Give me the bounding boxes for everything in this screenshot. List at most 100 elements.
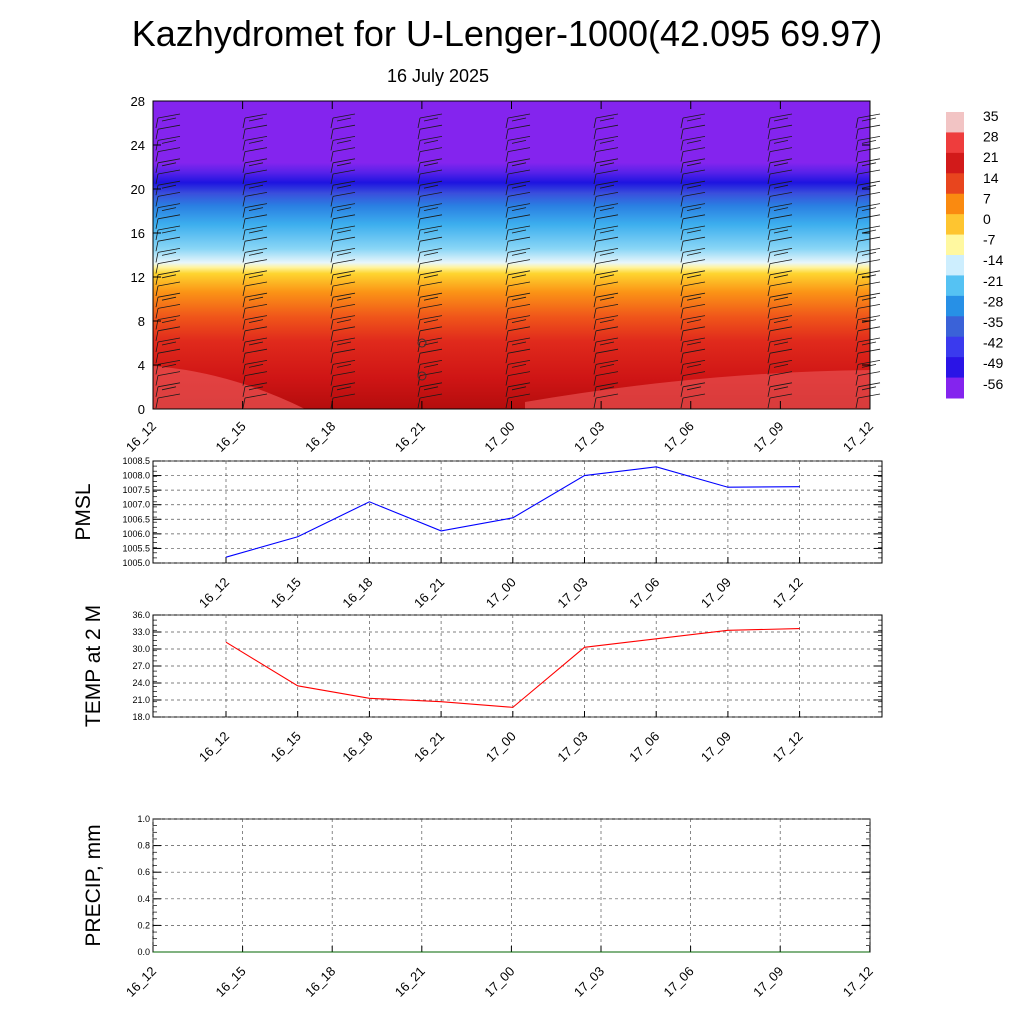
wind-barb-staff — [242, 218, 246, 229]
wind-barb-staff — [767, 252, 771, 263]
wind-barb-staff — [417, 319, 421, 330]
wind-barb-flag — [332, 281, 356, 287]
wind-barb-flag — [419, 136, 443, 141]
wind-barb-flag — [419, 147, 443, 152]
y-tick-label: 27.0 — [132, 661, 150, 671]
wind-barb-flag-short — [423, 296, 439, 301]
wind-barb-staff — [330, 151, 334, 162]
wind-barb-flag — [157, 292, 181, 298]
heatmap-y-tick-label: 16 — [131, 226, 145, 241]
wind-barb-flag — [157, 180, 181, 186]
wind-barb-flag-short — [336, 184, 352, 189]
wind-barb-staff — [242, 162, 246, 173]
x-tick-label: 16_15 — [268, 729, 304, 765]
wind-barb-flag — [157, 136, 181, 141]
colorbar-swatch — [946, 255, 964, 276]
wind-barb-flag — [682, 158, 706, 164]
wind-barb-flag — [244, 304, 268, 309]
wind-barb-staff — [505, 330, 509, 341]
wind-barb-staff — [417, 353, 421, 364]
wind-barb-flag — [682, 292, 706, 298]
wind-barb-flag — [769, 214, 793, 220]
wind-barb-flag — [332, 382, 356, 388]
wind-barb-flag — [419, 393, 443, 399]
wind-barb-staff — [680, 364, 684, 375]
wind-barb-staff — [155, 263, 159, 274]
wind-barb-staff — [505, 241, 509, 252]
wind-barb-flag — [595, 169, 619, 175]
wind-barb-staff — [855, 341, 859, 353]
y-tick-label: 0.6 — [137, 867, 150, 877]
wind-barb-flag — [157, 281, 181, 287]
wind-barb-flag-short — [686, 296, 702, 301]
colorbar-swatch — [946, 193, 964, 215]
wind-barb-flag-short — [336, 364, 352, 368]
wind-barb-staff — [680, 173, 684, 185]
wind-barb-staff — [505, 341, 509, 353]
wind-barb-flag — [419, 348, 443, 354]
wind-barb-flag — [244, 124, 268, 130]
wind-barb-staff — [680, 117, 684, 129]
wind-barb-flag — [507, 281, 531, 287]
wind-barb-staff — [330, 140, 334, 151]
colorbar-swatch — [946, 377, 964, 399]
wind-barb-flag — [769, 147, 793, 152]
wind-barb-flag — [419, 292, 443, 298]
wind-barb-staff — [155, 252, 159, 263]
temp-panel: 18.0 21.0 24.0 27.0 30.0 33.0 36.0 16_12 16_15 16… — [82, 605, 883, 765]
calm-wind-marker — [417, 338, 427, 348]
wind-barb-flag-short — [599, 274, 615, 279]
wind-barb-flag — [157, 371, 181, 376]
panel-pmsl-frame — [152, 460, 883, 564]
wind-barb-flag — [682, 304, 706, 309]
wind-barb-staff — [155, 308, 159, 319]
wind-barb-flag — [857, 192, 881, 197]
wind-barb-staff — [505, 207, 509, 218]
wind-barb-flag — [769, 360, 793, 365]
wind-barb-flag — [419, 337, 443, 343]
wind-barb-flag-short — [511, 140, 527, 144]
wind-barb-staff — [505, 353, 509, 364]
wind-barb-staff — [593, 229, 597, 241]
wind-barb-flag — [332, 169, 356, 175]
wind-barb-staff — [417, 263, 421, 274]
wind-barb-staff — [680, 375, 684, 386]
wind-barb-staff — [680, 397, 684, 409]
wind-barb-staff — [767, 330, 771, 341]
wind-barb-flag — [419, 371, 443, 376]
wind-barb-flag — [507, 192, 531, 197]
y-tick-label: 1006.0 — [122, 529, 150, 539]
wind-barb-flag — [769, 382, 793, 388]
wind-barb-flag — [332, 371, 356, 376]
wind-barb-staff — [855, 185, 859, 196]
wind-barb-flag — [769, 259, 793, 264]
wind-barb-staff — [242, 173, 246, 185]
wind-barb-flag — [157, 326, 181, 332]
wind-barb-flag — [682, 337, 706, 343]
colorbar-label: -21 — [983, 273, 1003, 289]
x-tick-label: 16_12 — [123, 964, 159, 1000]
wind-barb-staff — [767, 218, 771, 229]
wind-barb-staff — [242, 297, 246, 308]
wind-barb-staff — [505, 117, 509, 129]
wind-barb-flag-short — [861, 117, 877, 122]
colorbar-swatch — [946, 234, 964, 256]
wind-barb-flag — [419, 270, 443, 276]
wind-barb-flag — [595, 136, 619, 141]
wind-barb-flag — [507, 169, 531, 175]
wind-barb-flag — [419, 124, 443, 130]
wind-barb-flag-short — [248, 319, 264, 323]
wind-barb-flag-short — [511, 341, 527, 346]
wind-barb-staff — [680, 330, 684, 341]
wind-barb-staff — [330, 218, 334, 229]
wind-barb-staff — [767, 364, 771, 375]
wind-barb-staff — [680, 207, 684, 218]
wind-barb-flag — [332, 270, 356, 276]
wind-barb-staff — [417, 207, 421, 218]
wind-barb-flag — [682, 169, 706, 175]
wind-barb-flag-short — [336, 140, 352, 144]
wind-barb-flag — [332, 113, 356, 119]
wind-barb-flag — [769, 124, 793, 130]
wind-barb-flag — [857, 360, 881, 365]
wind-barb-flag-short — [161, 207, 177, 211]
